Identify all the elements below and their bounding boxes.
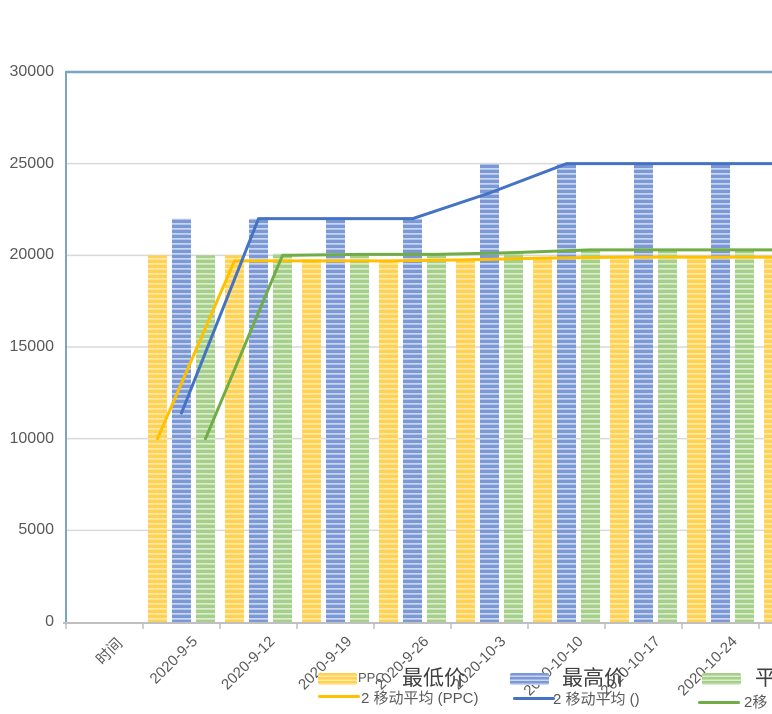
bar-highest-price-2020-10-17[interactable] (634, 163, 653, 622)
bar-average-price-2020-10-24[interactable] (735, 249, 754, 623)
bar-lowest-price-2020-9-19[interactable] (302, 259, 321, 622)
bar-average-price-2020-10-17[interactable] (658, 249, 677, 623)
bar-lowest-price-2020-10-3[interactable] (456, 259, 475, 622)
bar-highest-price-2020-9-12[interactable] (249, 218, 268, 622)
bar-average-price-2020-9-26[interactable] (427, 253, 446, 623)
bar-lowest-price-2020-9-26[interactable] (379, 260, 398, 622)
bar-lowest-price-next[interactable] (764, 257, 772, 622)
y-tick-label-25000: 25000 (9, 154, 55, 172)
line-ma-ppc[interactable] (156, 255, 772, 441)
bar-average-price-2020-9-12[interactable] (273, 253, 292, 623)
bar-average-price-2020-9-19[interactable] (350, 253, 369, 623)
y-tick-label-30000: 30000 (9, 63, 55, 80)
bar-highest-price-2020-10-24[interactable] (711, 163, 730, 622)
bar-highest-price-2020-9-19[interactable] (326, 218, 345, 622)
line-ma-highest[interactable] (180, 162, 772, 415)
bar-highest-price-2020-10-10[interactable] (557, 163, 576, 622)
legend-label-ma-average[interactable]: 2移 (744, 694, 768, 711)
bar-lowest-price-2020-10-10[interactable] (533, 257, 552, 622)
line-ma-average[interactable] (204, 248, 772, 441)
y-tick-label-5000: 5000 (18, 521, 54, 539)
bar-average-price-2020-10-10[interactable] (581, 249, 600, 623)
legend-line-ma-ppc[interactable] (318, 695, 360, 698)
legend-stray-label-ppc: PPC (358, 670, 385, 685)
legend-label-highest-price[interactable]: 最高价 (562, 667, 625, 690)
bar-highest-price-2020-9-26[interactable] (403, 218, 422, 622)
bar-lowest-price-2020-10-17[interactable] (610, 257, 629, 622)
bar-highest-price-2020-10-3[interactable] (480, 163, 499, 622)
legend-label-average-price[interactable]: 平 (755, 667, 772, 690)
legend-swatch-highest-price[interactable] (510, 673, 549, 685)
legend-swatch-lowest-price[interactable] (318, 673, 357, 685)
y-tick-label-10000: 10000 (9, 429, 55, 447)
legend-label-ma-ppc[interactable]: 2 移动平均 (PPC) (361, 690, 479, 707)
bar-lowest-price-2020-9-12[interactable] (225, 255, 244, 623)
legend-label-lowest-price[interactable]: 最低价 (402, 667, 465, 690)
legend-line-ma-average[interactable] (698, 701, 740, 704)
bar-highest-price-2020-9-5[interactable] (172, 218, 191, 622)
legend-swatch-average-price[interactable] (702, 673, 741, 685)
legend-line-ma-highest[interactable] (513, 697, 555, 700)
bar-average-price-2020-10-3[interactable] (504, 251, 523, 622)
y-tick-label-0: 0 (45, 613, 54, 630)
y-tick-label-20000: 20000 (9, 246, 55, 264)
y-tick-label-15000: 15000 (9, 338, 55, 355)
legend-label-ma-highest[interactable]: 2 移动平均 () (553, 691, 640, 708)
bar-lowest-price-2020-10-24[interactable] (687, 257, 706, 622)
